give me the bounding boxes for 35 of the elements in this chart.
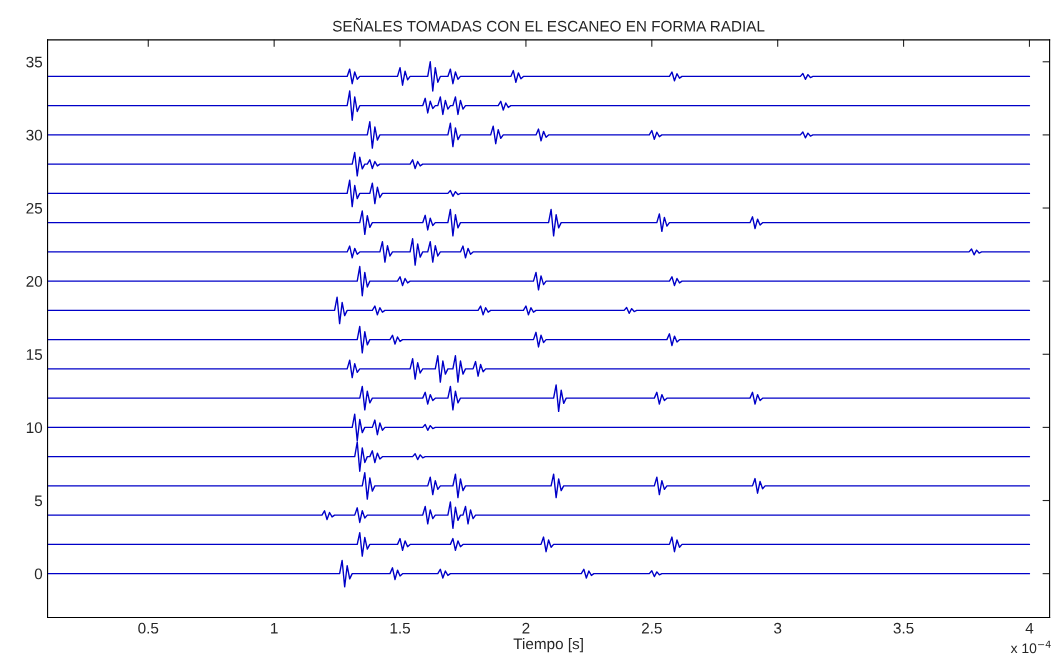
y-tick-label: 25	[26, 202, 43, 214]
text: x 10$^{−4}$	[1010, 640, 1051, 654]
line-series	[47, 61, 1031, 92]
chart-title: SEÑALES TOMADAS CON EL ESCANEO EN FORMA RADIAL	[332, 18, 765, 32]
line-series	[47, 325, 1031, 354]
x-axis-title: Tiempo [s]	[513, 638, 583, 653]
line-series	[47, 472, 1031, 500]
line-series	[47, 238, 1031, 266]
x-tick-label: 0.5	[138, 622, 159, 634]
line-series	[47, 151, 1031, 177]
x-tick-label: 3.5	[893, 622, 914, 634]
line-series	[47, 532, 1031, 557]
y-tick-label: 5	[34, 495, 43, 507]
y-tick-label: 35	[26, 56, 43, 68]
x-tick-label: 1.5	[390, 622, 411, 634]
y-tick-label: 20	[26, 276, 43, 287]
x-tick-label: 3	[774, 622, 782, 634]
line-series	[47, 121, 1031, 149]
line-series	[47, 90, 1031, 121]
x-tick-label: 4	[1025, 622, 1034, 634]
line-series	[47, 208, 1031, 237]
line-series	[47, 296, 1031, 325]
line-series	[47, 501, 1031, 530]
x-tick-label: 2.5	[641, 622, 662, 634]
x-tick-label: 2	[522, 622, 530, 634]
x-tick-label: 1	[271, 622, 278, 634]
line-series	[47, 384, 1031, 413]
y-tick-label: 30	[26, 129, 43, 141]
line-series	[47, 265, 1031, 297]
line-series	[47, 179, 1031, 208]
y-tick-label: 10	[26, 422, 43, 434]
line-series	[47, 559, 1031, 588]
y-tick-label: 0	[34, 568, 43, 580]
line-series	[47, 355, 1031, 383]
y-tick-label: 15	[26, 349, 43, 360]
